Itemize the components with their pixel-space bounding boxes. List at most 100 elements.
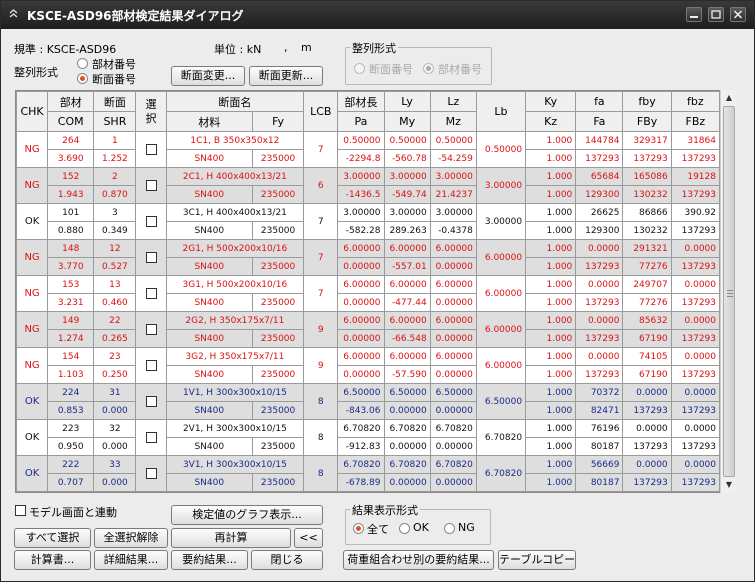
col-shr[interactable]: SHR <box>93 111 137 132</box>
filter-ng-radio[interactable] <box>444 523 455 534</box>
col-fa[interactable]: fa <box>575 91 624 112</box>
table-scrollbar[interactable]: ▲ ▼ <box>720 90 736 493</box>
col-select[interactable]: 選択 <box>135 91 167 132</box>
window-title: KSCE-ASD96部材検定結果ダイアログ <box>27 9 244 23</box>
table-row-sub[interactable]: 1.103 0.250 SN400 235000 0.00000 -57.590 0.000… <box>17 365 721 384</box>
select-cell <box>135 203 167 240</box>
table-row[interactable]: NG 154 23 3G2, H 350x175x7/11 9 6.00000 6.0000… <box>16 347 721 384</box>
table-row[interactable]: NG 152 2 2C1, H 400x400x13/21 6 3.00000 3.0000… <box>16 167 721 204</box>
table-row-sub[interactable]: 0.853 0.000 SN400 235000 -843.06 0.00000 0.000… <box>17 401 721 420</box>
link-model-checkbox[interactable] <box>15 505 26 516</box>
maximize-button[interactable] <box>708 7 724 22</box>
link-model-label: モデル画面と連動 <box>29 506 117 519</box>
graph-button[interactable]: 検定値のグラフ表示... <box>171 505 323 525</box>
col-mz[interactable]: Mz <box>429 111 477 132</box>
cell-kz: 1.000 <box>525 149 577 168</box>
summary-result-button[interactable]: 要約結果... <box>171 550 248 570</box>
col-ky[interactable]: Ky <box>525 91 577 112</box>
table-row[interactable]: OK 222 33 3V1, H 300x300x10/15 8 6.70820 6.708… <box>16 455 721 492</box>
cell-fa: 65684 <box>575 167 624 186</box>
table-row-sub[interactable]: 1.943 0.870 SN400 235000 -1436.5 -549.74 21.42… <box>17 185 721 204</box>
close-button[interactable]: 閉じる <box>251 550 323 570</box>
row-select-checkbox[interactable] <box>145 468 157 479</box>
table-row[interactable]: NG 153 13 3G1, H 500x200x10/16 7 6.00000 6.000… <box>16 275 721 312</box>
row-select-checkbox[interactable] <box>145 144 157 155</box>
filter-ok-label: OK <box>413 521 429 534</box>
col-fbz[interactable]: fbz <box>670 91 721 112</box>
table-row-sub[interactable]: 3.690 1.252 SN400 235000 -2294.8 -560.78 -54.2… <box>17 149 721 168</box>
col-lb[interactable]: Lb <box>475 91 527 132</box>
recalculate-button[interactable]: 再計算 <box>171 528 291 548</box>
col-kz[interactable]: Kz <box>525 111 577 132</box>
scroll-up-icon[interactable]: ▲ <box>725 93 733 102</box>
select-all-button[interactable]: すべて選択 <box>14 528 91 548</box>
col-chk[interactable]: CHK <box>16 91 49 132</box>
secondary-sort-member-radio[interactable] <box>423 63 434 74</box>
row-select-checkbox[interactable] <box>145 180 157 191</box>
row-select-checkbox[interactable] <box>145 288 157 299</box>
col-section[interactable]: 断面 <box>93 91 137 112</box>
col-fy[interactable]: Fy <box>251 111 305 132</box>
col-lcb[interactable]: LCB <box>303 91 339 132</box>
row-select-checkbox[interactable] <box>145 324 157 335</box>
table-row-sub[interactable]: 0.880 0.349 SN400 235000 -582.28 289.263 -0.43… <box>17 221 721 240</box>
cell-com: 3.690 <box>47 149 95 168</box>
sort-section-radio[interactable] <box>77 73 88 84</box>
cell-fbz: 0.0000 <box>670 419 721 438</box>
collapse-icon[interactable] <box>8 9 19 20</box>
table-row[interactable]: NG 148 12 2G1, H 500x200x10/16 7 6.00000 6.000… <box>16 239 721 276</box>
table-copy-button[interactable]: テーブルコピー <box>498 550 576 570</box>
col-ly[interactable]: Ly <box>383 91 431 112</box>
cell-shr: 0.000 <box>93 437 137 456</box>
col-my[interactable]: My <box>383 111 431 132</box>
col-section-name[interactable]: 断面名 <box>165 91 305 112</box>
table-row-sub[interactable]: 3.231 0.460 SN400 235000 0.00000 -477.44 0.000… <box>17 293 721 312</box>
secondary-sort-section-radio[interactable] <box>354 63 365 74</box>
col-com[interactable]: COM <box>47 111 95 132</box>
filter-ok-radio[interactable] <box>399 523 410 534</box>
col-FBy[interactable]: FBy <box>622 111 672 132</box>
section-update-button[interactable]: 断面更新... <box>249 66 323 86</box>
calc-report-button[interactable]: 計算書... <box>14 550 91 570</box>
minimize-button[interactable] <box>686 7 702 22</box>
col-pa[interactable]: Pa <box>337 111 385 132</box>
col-member-len[interactable]: 部材長 <box>337 91 385 112</box>
load-combo-summary-button[interactable]: 荷重組合わせ別の要約結果... <box>343 550 494 570</box>
row-select-checkbox[interactable] <box>145 216 157 227</box>
col-fby[interactable]: fby <box>622 91 672 112</box>
row-select-checkbox[interactable] <box>145 360 157 371</box>
cell-com: 1.943 <box>47 185 95 204</box>
scroll-down-icon[interactable]: ▼ <box>725 480 733 489</box>
cell-ly: 3.00000 <box>383 203 431 222</box>
col-Fa[interactable]: Fa <box>575 111 624 132</box>
cell-len: 6.00000 <box>337 311 385 330</box>
row-select-checkbox[interactable] <box>145 396 157 407</box>
table-row-sub[interactable]: 0.950 0.000 SN400 235000 -912.83 0.00000 0.000… <box>17 437 721 456</box>
table-row[interactable]: OK 101 3 3C1, H 400x400x13/21 7 3.00000 3.0000… <box>16 203 721 240</box>
col-material[interactable]: 材料 <box>165 111 253 132</box>
close-window-button[interactable] <box>730 7 746 22</box>
detail-result-button[interactable]: 詳細結果... <box>94 550 168 570</box>
row-select-checkbox[interactable] <box>145 432 157 443</box>
cell-member: 223 <box>47 419 95 438</box>
section-change-button[interactable]: 断面変更... <box>171 66 245 86</box>
col-FBz[interactable]: FBz <box>670 111 721 132</box>
table-row[interactable]: NG 264 1 1C1, B 350x350x12 7 0.50000 0.50000 0.… <box>16 131 721 168</box>
col-member[interactable]: 部材 <box>47 91 95 112</box>
table-row-sub[interactable]: 1.274 0.265 SN400 235000 0.00000 -66.548 0.000… <box>17 329 721 348</box>
row-select-checkbox[interactable] <box>145 252 157 263</box>
cell-chk: OK <box>16 383 49 420</box>
col-lz[interactable]: Lz <box>429 91 477 112</box>
table-row[interactable]: OK 224 31 1V1, H 300x300x10/15 8 6.50000 6.500… <box>16 383 721 420</box>
scroll-thumb[interactable] <box>723 106 735 477</box>
collapse-button[interactable]: << <box>294 528 323 548</box>
table-row-sub[interactable]: 0.707 0.000 SN400 235000 -678.89 0.00000 0.000… <box>17 473 721 492</box>
filter-all-radio[interactable] <box>353 523 364 534</box>
table-row[interactable]: OK 223 32 2V1, H 300x300x10/15 8 6.70820 6.708… <box>16 419 721 456</box>
deselect-all-button[interactable]: 全選択解除 <box>94 528 168 548</box>
table-row-sub[interactable]: 3.770 0.527 SN400 235000 0.00000 -557.01 0.000… <box>17 257 721 276</box>
table-row[interactable]: NG 149 22 2G2, H 350x175x7/11 9 6.00000 6.0000… <box>16 311 721 348</box>
cell-section: 1 <box>93 131 137 150</box>
sort-member-radio[interactable] <box>77 58 88 69</box>
